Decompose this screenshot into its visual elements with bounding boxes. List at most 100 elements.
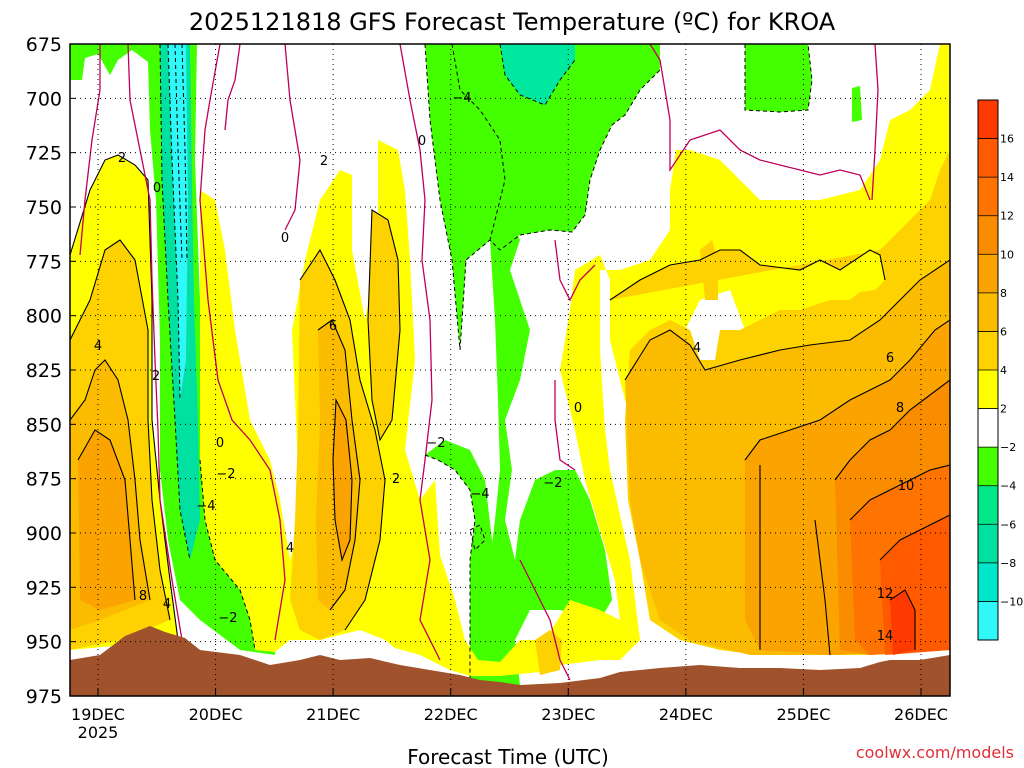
contour-label: 8 — [896, 401, 904, 416]
contour-label: −2 — [426, 436, 445, 451]
contour-label: 2 — [118, 151, 126, 166]
cold-band-lower — [425, 440, 500, 685]
terrain — [70, 626, 950, 696]
contour-label: −2 — [218, 611, 237, 626]
colorbar-swatch — [978, 138, 998, 178]
x-tick-label: 26DEC — [894, 705, 948, 724]
colorbar-swatch — [978, 215, 998, 255]
y-tick-label: 925 — [26, 577, 62, 599]
colorbar-label: −4 — [1000, 480, 1016, 493]
x-tick-label: 22DEC — [424, 705, 478, 724]
contour-label: 4 — [286, 541, 294, 556]
neg-contours — [159, 44, 813, 680]
colorbar-label: 16 — [1000, 133, 1014, 146]
cold-cell-upper-right — [745, 44, 812, 112]
colorbar-swatch — [978, 447, 998, 486]
y-tick-label: 675 — [26, 34, 62, 56]
colorbar-swatch — [978, 177, 998, 216]
contour-label: −4 — [452, 91, 471, 106]
colorbar-swatch — [978, 100, 998, 139]
colorbar-label: 2 — [1000, 403, 1007, 416]
x-tick-label: 24DEC — [659, 705, 713, 724]
contour-label: 10 — [898, 479, 915, 494]
y-tick-label: 875 — [26, 469, 62, 491]
colorbar-swatch — [978, 485, 998, 525]
contour-label: 8 — [139, 589, 147, 604]
colorbar-swatch — [978, 370, 998, 409]
colorbar-swatch — [978, 254, 998, 293]
orange-left-3 — [78, 430, 135, 610]
contour-label: 2 — [152, 369, 160, 384]
colorbar-label: 12 — [1000, 210, 1014, 223]
colorbar-label: 8 — [1000, 287, 1007, 300]
colorbar-label: 14 — [1000, 171, 1014, 184]
contour-labels: 2 0 4 2 −2 −4 6 8 4 0 −2 0 −4 2 −2 2 4 0… — [94, 91, 914, 644]
contour-label: 2 — [320, 154, 328, 169]
contour-label: 0 — [216, 436, 224, 451]
y-tick-label: 950 — [26, 632, 62, 654]
cold-band-middle — [452, 44, 612, 685]
contour-label: 0 — [418, 134, 426, 149]
orange-mid-right — [368, 210, 400, 440]
colorbar-swatch — [978, 292, 998, 332]
y-tick-label: 825 — [26, 360, 62, 382]
x-tick-label: 20DEC — [189, 705, 243, 724]
cold-strip-cyan — [168, 44, 188, 400]
colorbar-label: 4 — [1000, 364, 1007, 377]
orange-mid-3 — [333, 400, 352, 560]
contour-label: −4 — [470, 487, 489, 502]
colorbar-swatch — [978, 408, 998, 448]
contour-label: 4 — [163, 597, 171, 612]
colorbar-label: 10 — [1000, 248, 1014, 261]
cold-cell-teal-top — [500, 44, 575, 105]
x-tick-label: 23DEC — [541, 705, 595, 724]
x-year-label: 2025 — [78, 723, 119, 742]
colorbar-label: −6 — [1000, 518, 1016, 531]
zero-isotherm — [79, 44, 879, 681]
contour-label: 6 — [329, 319, 337, 334]
y-tick-label: 700 — [26, 88, 62, 110]
orange-right-small — [700, 240, 718, 300]
cold-cell-tiny — [852, 86, 862, 122]
contour-label: −2 — [543, 476, 562, 491]
x-tick-label: 25DEC — [776, 705, 830, 724]
y-tick-label: 850 — [26, 414, 62, 436]
x-tick-label: 19DEC — [71, 705, 125, 724]
x-axis: 19DEC 20DEC 21DEC 22DEC 23DEC 24DEC 25DEC 26DEC — [71, 688, 948, 724]
y-tick-label: 775 — [26, 251, 62, 273]
colorbar: 16 14 12 10 8 6 4 2 −2 −4 −6 −8 −10 — [977, 99, 1023, 641]
y-tick-label: 800 — [26, 306, 62, 328]
contour-label: 14 — [877, 629, 894, 644]
credit-label: coolwx.com/models — [856, 743, 1014, 762]
contour-label: 0 — [574, 401, 582, 416]
contour-label: −2 — [216, 467, 235, 482]
y-axis: 675 700 725 750 775 800 825 850 875 900 925 950 975 — [26, 34, 76, 708]
colorbar-label: 6 — [1000, 325, 1007, 338]
gridlines — [70, 44, 950, 696]
contour-label: 2 — [392, 472, 400, 487]
x-axis-label: Forecast Time (UTC) — [407, 745, 609, 768]
contour-label: 4 — [693, 341, 701, 356]
contour-label: 12 — [877, 587, 894, 602]
y-tick-label: 900 — [26, 523, 62, 545]
y-tick-label: 725 — [26, 143, 62, 165]
orange-right-7 — [890, 590, 915, 655]
colorbar-swatch — [978, 524, 998, 563]
colorbar-label: −10 — [1000, 595, 1023, 608]
x-tick-label: 21DEC — [306, 705, 360, 724]
colorbar-swatch — [978, 562, 998, 602]
contour-label: 4 — [94, 339, 102, 354]
colorbar-label: −8 — [1000, 557, 1016, 570]
colorbar-label: −2 — [1000, 441, 1016, 454]
contour-label: 6 — [886, 351, 894, 366]
colorbar-swatch — [978, 331, 998, 370]
contour-label: −4 — [196, 499, 215, 514]
contour-label: 0 — [281, 231, 289, 246]
contour-label: 0 — [153, 181, 161, 196]
yellow-mid-left — [200, 44, 950, 676]
y-tick-label: 750 — [26, 197, 62, 219]
chart-title: 2025121818 GFS Forecast Temperature (ºC)… — [189, 8, 836, 36]
plot-area: 2 0 4 2 −2 −4 6 8 4 0 −2 0 −4 2 −2 2 4 0… — [70, 44, 950, 696]
colorbar-swatch — [978, 601, 998, 640]
